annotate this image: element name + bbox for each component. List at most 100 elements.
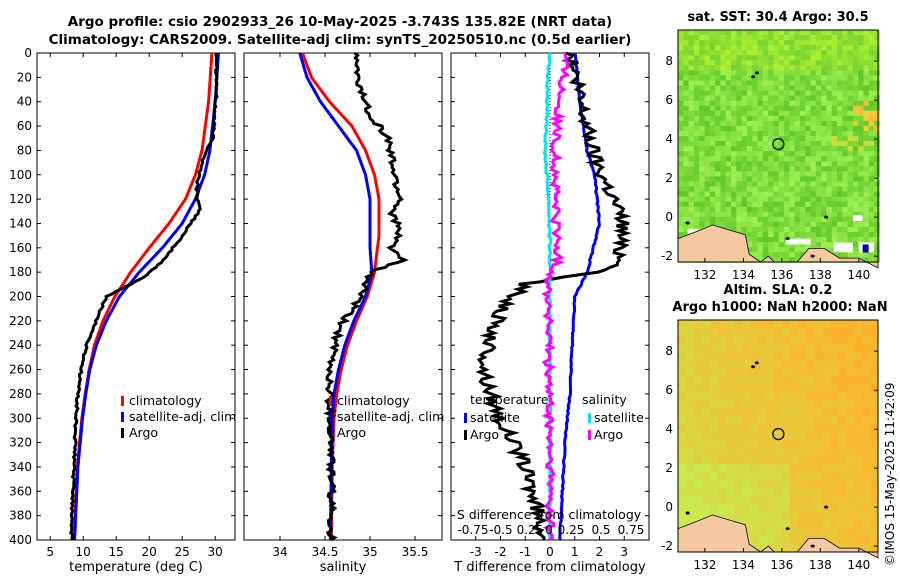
- sst-cell: [773, 105, 780, 112]
- sst-cell: [847, 211, 854, 218]
- sst-cell: [810, 242, 817, 248]
- sla-cell: [734, 368, 743, 377]
- x-tick-label: 15: [109, 545, 124, 559]
- sst-cell: [768, 161, 774, 167]
- sla-cell: [830, 336, 839, 345]
- sst-cell: [784, 191, 790, 198]
- sla-cell: [758, 384, 767, 393]
- sst-cell: [762, 60, 769, 66]
- sst-cell: [852, 211, 859, 218]
- sst-cell: [709, 136, 716, 142]
- sst-cell: [731, 221, 737, 228]
- sla-cell: [822, 480, 831, 489]
- sst-cell: [805, 242, 811, 248]
- sla-cell: [862, 384, 871, 393]
- sst-cell: [863, 75, 870, 81]
- salinity-tick-label: 0.75: [618, 523, 645, 537]
- sst-cell: [778, 237, 785, 243]
- sla-cell: [790, 496, 799, 505]
- sla-cell: [806, 528, 815, 537]
- sla-cell: [742, 336, 751, 345]
- sst-cell: [683, 85, 689, 91]
- sst-cell: [688, 105, 695, 112]
- sst-cell: [746, 65, 753, 71]
- sla-cell: [822, 488, 831, 497]
- sst-cell: [815, 181, 822, 187]
- sst-cell: [709, 156, 716, 162]
- sla-cell: [718, 368, 727, 377]
- sst-cell: [746, 115, 753, 122]
- sst-cell: [762, 105, 769, 112]
- sla-cell: [742, 504, 751, 513]
- sst-cell: [709, 211, 716, 218]
- sla-cell: [750, 344, 759, 353]
- sst-cell: [736, 126, 742, 132]
- sst-cell: [693, 216, 700, 223]
- sla-cell: [822, 496, 831, 505]
- sla-cell: [718, 496, 727, 505]
- sst-cell: [768, 60, 774, 66]
- sla-cell: [870, 480, 879, 489]
- sst-cell: [699, 176, 705, 182]
- sst-cell: [847, 226, 854, 233]
- x-tick-label: 34.5: [312, 545, 339, 559]
- sst-cell: [741, 115, 748, 122]
- sla-cell: [686, 344, 695, 353]
- sst-cell: [821, 151, 827, 157]
- sla-cell: [686, 480, 695, 489]
- sla-cell: [766, 496, 775, 505]
- sst-cell: [678, 80, 684, 86]
- sla-cell: [806, 480, 815, 489]
- sla-cell: [694, 440, 703, 449]
- sst-cell: [699, 80, 705, 86]
- sst-cell: [794, 166, 801, 172]
- sst-cell: [858, 146, 864, 152]
- sla-cell: [870, 488, 879, 497]
- sst-cell: [784, 65, 790, 71]
- sst-cell: [805, 166, 811, 172]
- sst-cell: [720, 50, 727, 56]
- sst-cell: [858, 232, 864, 238]
- sst-cell: [757, 186, 764, 192]
- sst-cell: [826, 171, 833, 177]
- sst-cell: [768, 242, 774, 248]
- sla-cell: [694, 472, 703, 481]
- sst-cell: [826, 216, 833, 223]
- sst-cell: [773, 196, 780, 203]
- sst-cell: [863, 45, 870, 51]
- sst-cell: [863, 131, 870, 137]
- sla-cell: [870, 392, 879, 401]
- sst-cell: [699, 171, 705, 177]
- series-line-s-argo: [541, 53, 571, 542]
- sst-cell: [773, 226, 780, 233]
- sst-cell: [799, 65, 806, 71]
- sst-cell: [874, 70, 880, 76]
- sst-cell: [683, 55, 689, 61]
- sst-cell: [810, 50, 817, 56]
- sst-cell: [805, 95, 811, 102]
- sst-cell: [757, 156, 764, 162]
- sst-cell: [831, 196, 838, 203]
- sla-cell: [846, 496, 855, 505]
- sst-cell: [746, 226, 753, 233]
- sla-cell: [870, 456, 879, 465]
- sst-cell: [784, 242, 790, 248]
- sla-cell: [782, 544, 791, 553]
- sst-cell: [810, 131, 817, 137]
- sst-cell: [831, 206, 838, 213]
- sst-cell: [741, 151, 748, 157]
- sst-cell: [826, 75, 833, 81]
- sst-cell: [831, 60, 838, 66]
- sst-cell: [831, 70, 838, 76]
- sla-map-title-line2: Argo h1000: NaN h2000: NaN: [672, 300, 888, 315]
- sla-cell: [766, 432, 775, 441]
- island: [824, 215, 829, 219]
- sst-cell: [778, 247, 785, 253]
- sst-cell: [805, 216, 811, 223]
- sst-cell: [773, 201, 780, 208]
- sst-cell: [842, 110, 848, 117]
- sla-cell: [734, 424, 743, 433]
- sst-cell: [826, 50, 833, 56]
- sst-cell: [699, 105, 705, 112]
- sst-cell: [725, 75, 732, 81]
